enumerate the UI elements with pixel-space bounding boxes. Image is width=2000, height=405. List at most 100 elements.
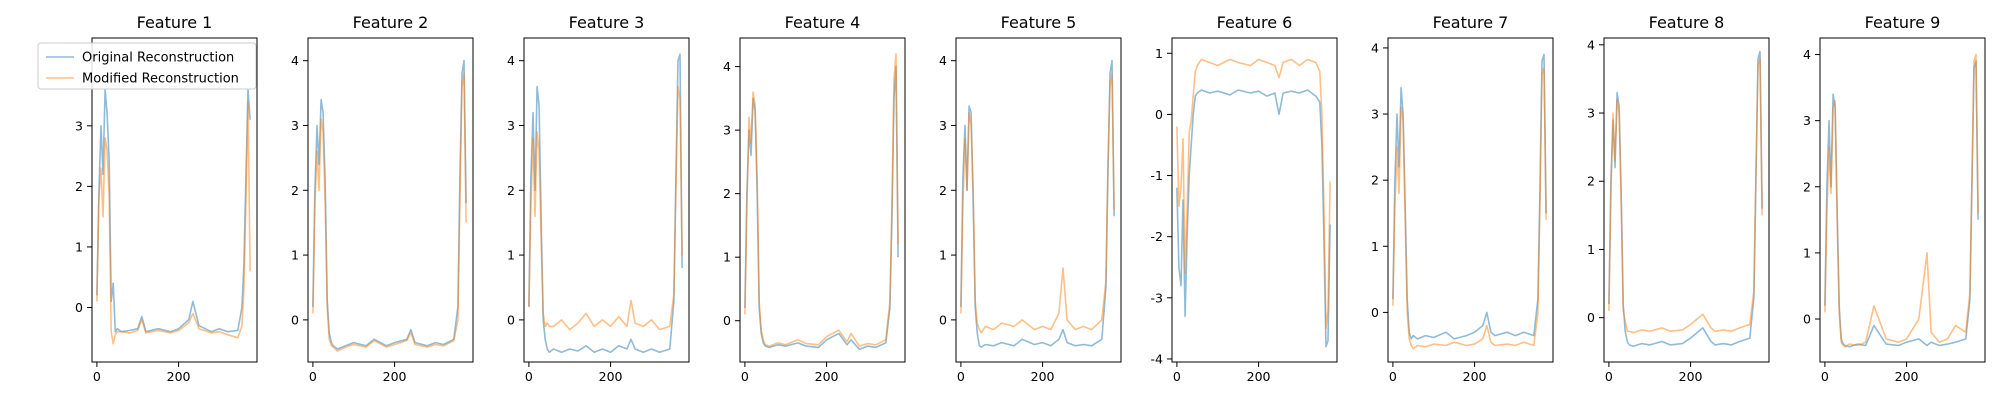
y-tick-label: 0 — [1371, 305, 1379, 320]
y-tick-label: 2 — [291, 183, 299, 198]
x-tick-label: 200 — [815, 369, 839, 384]
y-tick-label: 2 — [1803, 179, 1811, 194]
y-tick-label: 3 — [507, 118, 515, 133]
axes-frame — [955, 37, 1122, 363]
subplot-title: Feature 7 — [1433, 13, 1509, 32]
x-tick-label: 0 — [1389, 369, 1397, 384]
y-tick-label: 3 — [1587, 106, 1595, 121]
y-tick-label: 4 — [1803, 47, 1811, 62]
series-line-modified — [960, 72, 1115, 334]
y-tick-label: 1 — [939, 248, 947, 263]
y-tick-label: 3 — [1803, 113, 1811, 128]
subplot-title: Feature 5 — [1001, 13, 1077, 32]
y-tick-label: 3 — [939, 118, 947, 133]
y-tick-label: 1 — [291, 248, 299, 263]
series-line-original — [1608, 50, 1763, 348]
axes-frame — [1603, 37, 1770, 363]
axes-frame — [739, 37, 906, 363]
x-tick-label: 200 — [167, 369, 191, 384]
series-line-modified — [1608, 57, 1763, 334]
series-line-modified — [744, 53, 899, 347]
series-line-original — [744, 65, 899, 351]
axes-frame — [523, 37, 690, 363]
y-tick-label: 4 — [939, 53, 947, 68]
axes-frame — [1171, 37, 1338, 363]
y-tick-label: 3 — [75, 118, 83, 133]
series-line-modified — [1824, 53, 1979, 348]
legend: Original Reconstruction Modified Reconst… — [37, 42, 257, 90]
y-tick-label: 4 — [1371, 40, 1379, 55]
y-tick-label: 1 — [1803, 245, 1811, 260]
subplot-title: Feature 8 — [1649, 13, 1725, 32]
y-tick-label: 2 — [1587, 174, 1595, 189]
y-tick-label: 0 — [1155, 107, 1163, 122]
subplot-9: Feature 9 0 200 0 1 2 3 4 — [1803, 13, 1986, 384]
x-tick-label: 0 — [1821, 369, 1829, 384]
x-tick-label: 0 — [1605, 369, 1613, 384]
y-tick-label: 2 — [723, 186, 731, 201]
y-tick-label: 3 — [291, 118, 299, 133]
y-tick-label: -2 — [1151, 229, 1163, 244]
series-line-original — [1176, 89, 1331, 348]
x-tick-label: 0 — [741, 369, 749, 384]
y-tick-label: 1 — [1371, 239, 1379, 254]
series-line-original — [1392, 53, 1547, 340]
y-tick-label: 4 — [1587, 37, 1595, 52]
subplot-2: Feature 2 0 200 0 1 2 3 4 — [291, 13, 474, 384]
y-tick-label: -1 — [1151, 168, 1163, 183]
subplot-7: Feature 7 0 200 0 1 2 3 4 — [1371, 13, 1554, 384]
y-tick-label: 4 — [291, 53, 299, 68]
y-tick-label: 0 — [939, 312, 947, 327]
y-tick-label: 0 — [723, 313, 731, 328]
y-tick-label: 0 — [1587, 310, 1595, 325]
series-line-original — [312, 59, 467, 350]
subplot-title: Feature 1 — [137, 13, 213, 32]
x-tick-label: 200 — [1679, 369, 1703, 384]
x-tick-label: 0 — [525, 369, 533, 384]
subplot-1: Feature 1 0 200 0 1 2 3 — [75, 13, 258, 384]
subplot-title: Feature 3 — [569, 13, 645, 32]
x-tick-label: 0 — [93, 369, 101, 384]
subplot-title: Feature 9 — [1865, 13, 1941, 32]
x-tick-label: 200 — [383, 369, 407, 384]
x-tick-label: 200 — [599, 369, 623, 384]
series-line-modified — [1176, 58, 1331, 330]
subplot-title: Feature 2 — [353, 13, 429, 32]
y-tick-label: 3 — [723, 123, 731, 138]
x-tick-label: 0 — [309, 369, 317, 384]
subplot-4: Feature 4 0 200 0 1 2 3 4 — [723, 13, 906, 384]
y-tick-label: 3 — [1371, 107, 1379, 122]
subplot-title: Feature 4 — [785, 13, 861, 32]
x-tick-label: 200 — [1247, 369, 1271, 384]
y-tick-label: 2 — [939, 183, 947, 198]
series-line-original — [1824, 60, 1979, 348]
y-tick-label: 1 — [723, 250, 731, 265]
series-line-modified — [528, 85, 683, 331]
axes-frame — [307, 37, 474, 363]
subplot-3: Feature 3 0 200 0 1 2 3 4 — [507, 13, 690, 384]
x-tick-label: 200 — [1031, 369, 1055, 384]
y-tick-label: 0 — [1803, 312, 1811, 327]
y-tick-label: 1 — [1155, 46, 1163, 61]
y-tick-label: 4 — [723, 59, 731, 74]
y-tick-label: 2 — [1371, 173, 1379, 188]
series-line-original — [96, 88, 251, 333]
x-tick-label: 200 — [1895, 369, 1919, 384]
subplot-5: Feature 5 0 200 0 1 2 3 4 — [939, 13, 1122, 384]
y-tick-label: 0 — [75, 300, 83, 315]
legend-label-modified: Modified Reconstruction — [82, 72, 239, 87]
series-line-original — [960, 59, 1115, 348]
axes-frame — [1819, 37, 1986, 363]
y-tick-label: 2 — [507, 183, 515, 198]
series-line-modified — [1392, 67, 1547, 350]
y-tick-label: 1 — [1587, 242, 1595, 257]
legend-label-original: Original Reconstruction — [82, 51, 234, 66]
y-tick-label: 1 — [507, 248, 515, 263]
axes-frame — [1387, 37, 1554, 363]
subplot-title: Feature 6 — [1217, 13, 1293, 32]
y-tick-label: 1 — [75, 239, 83, 254]
x-tick-label: 200 — [1463, 369, 1487, 384]
y-tick-label: -3 — [1151, 290, 1163, 305]
